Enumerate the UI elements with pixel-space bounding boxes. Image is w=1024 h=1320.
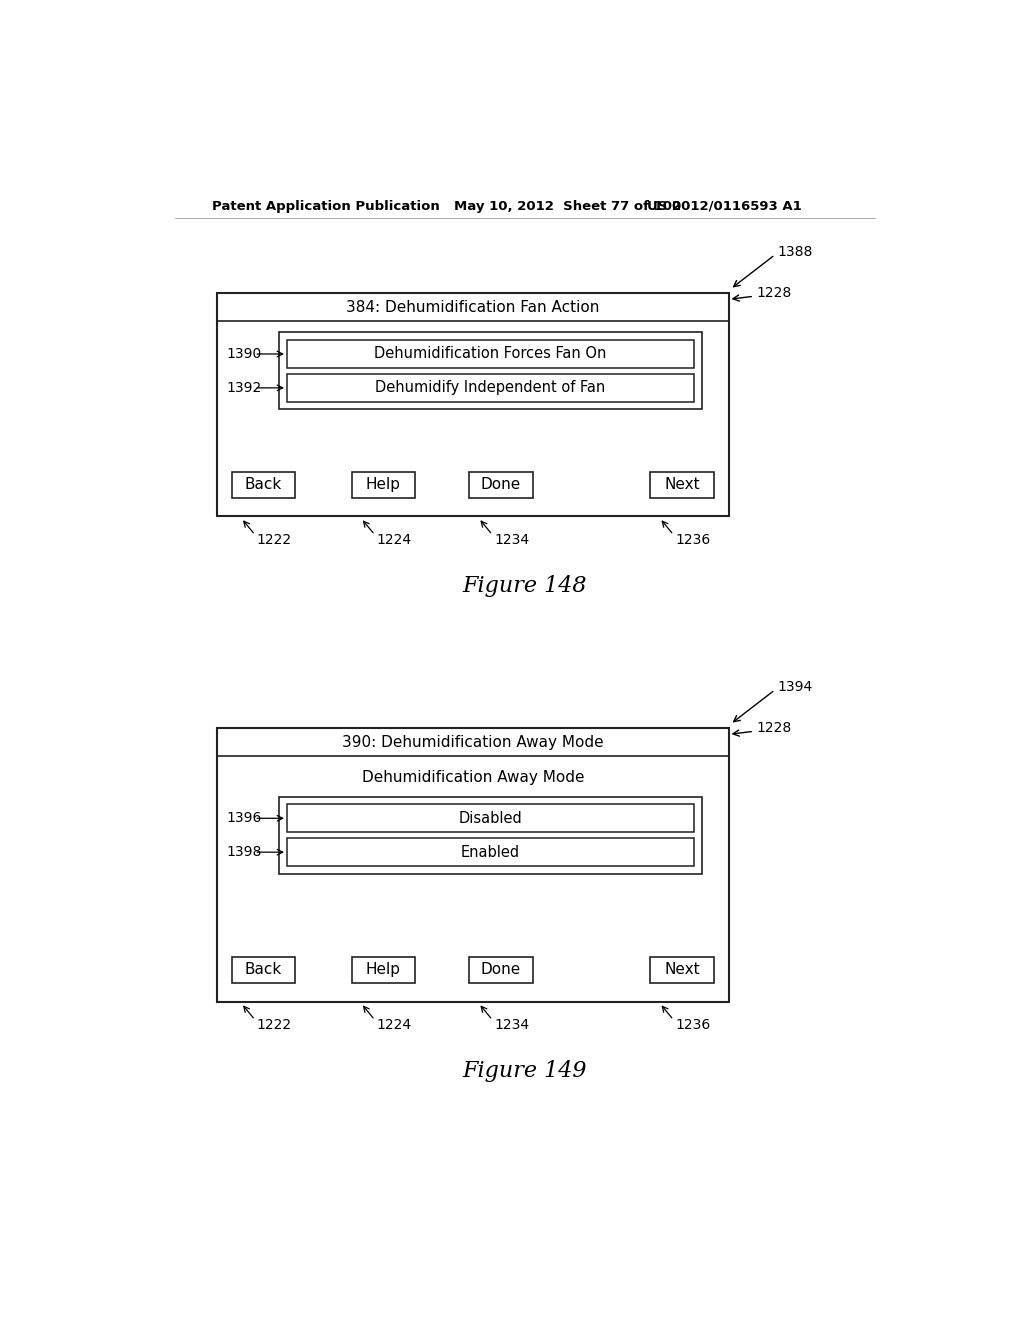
Bar [351, 471, 415, 498]
Text: 1224: 1224 [377, 532, 412, 546]
Text: Figure 148: Figure 148 [463, 574, 587, 597]
Text: Next: Next [665, 478, 700, 492]
Bar [469, 957, 532, 983]
Text: Back: Back [245, 962, 283, 978]
Text: Next: Next [665, 962, 700, 978]
Text: 1234: 1234 [494, 532, 529, 546]
Text: Done: Done [481, 962, 521, 978]
Text: 1236: 1236 [675, 532, 711, 546]
Text: 1236: 1236 [675, 1018, 711, 1032]
Bar [469, 471, 532, 498]
Text: Enabled: Enabled [461, 845, 520, 859]
Text: US 2012/0116593 A1: US 2012/0116593 A1 [647, 199, 802, 213]
Bar [231, 471, 295, 498]
Bar [280, 797, 701, 874]
Text: May 10, 2012  Sheet 77 of 100: May 10, 2012 Sheet 77 of 100 [454, 199, 681, 213]
Text: Dehumidification Away Mode: Dehumidification Away Mode [361, 770, 584, 785]
Text: 1398: 1398 [226, 845, 262, 859]
Text: Help: Help [366, 478, 400, 492]
Text: 1224: 1224 [377, 1018, 412, 1032]
Text: 1396: 1396 [226, 812, 262, 825]
Text: Dehumidify Independent of Fan: Dehumidify Independent of Fan [375, 380, 605, 396]
Bar [287, 838, 693, 866]
Bar [217, 293, 729, 516]
Text: 1234: 1234 [494, 1018, 529, 1032]
Bar [650, 471, 714, 498]
Text: 1222: 1222 [257, 1018, 292, 1032]
Bar [287, 341, 693, 368]
Text: Done: Done [481, 478, 521, 492]
Text: 1388: 1388 [777, 244, 813, 259]
Text: 1392: 1392 [226, 381, 262, 395]
Text: Figure 149: Figure 149 [463, 1060, 587, 1082]
Bar [650, 957, 714, 983]
Text: Back: Back [245, 478, 283, 492]
Text: Patent Application Publication: Patent Application Publication [212, 199, 439, 213]
Text: 390: Dehumidification Away Mode: 390: Dehumidification Away Mode [342, 734, 604, 750]
Text: Disabled: Disabled [459, 810, 522, 826]
Bar [287, 374, 693, 401]
Bar [280, 333, 701, 409]
Text: 1394: 1394 [777, 680, 813, 693]
Bar [217, 729, 729, 1002]
Text: 1222: 1222 [257, 532, 292, 546]
Bar [287, 804, 693, 832]
Bar [231, 957, 295, 983]
Text: 384: Dehumidification Fan Action: 384: Dehumidification Fan Action [346, 300, 600, 314]
Text: 1228: 1228 [757, 286, 792, 300]
Text: Dehumidification Forces Fan On: Dehumidification Forces Fan On [374, 346, 606, 362]
Text: Help: Help [366, 962, 400, 978]
Text: 1228: 1228 [757, 721, 792, 735]
Bar [351, 957, 415, 983]
Text: 1390: 1390 [226, 347, 262, 360]
